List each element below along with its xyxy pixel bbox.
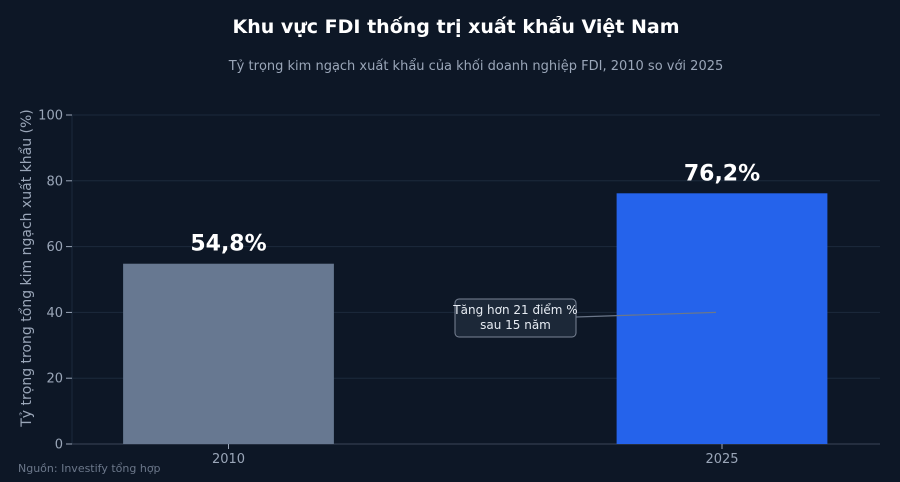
annotation-box	[454, 298, 577, 338]
y-tick-label: 80	[46, 174, 63, 189]
y-tick-label: 20	[46, 372, 63, 387]
data-label-2010: 54,8%	[190, 232, 266, 257]
y-tick-label: 60	[46, 240, 63, 255]
y-tick-label: 0	[55, 438, 63, 453]
source-note: Nguồn: Investify tổng hợp	[18, 462, 161, 475]
x-tick-label: 2010	[212, 452, 245, 467]
annotation-arrow	[575, 311, 717, 318]
chart-title: Khu vực FDI thống trị xuất khẩu Việt Nam	[232, 15, 679, 38]
bar-2010	[123, 263, 334, 444]
bars	[123, 193, 828, 444]
x-tick-label: 2025	[705, 452, 738, 467]
y-axis-ticks: 0 20 40 60 80 100	[38, 109, 72, 453]
annotation-line-2: sau 15 năm	[480, 318, 551, 332]
data-label-2025: 76,2%	[684, 161, 760, 186]
bar-2025	[616, 193, 828, 444]
y-tick-label: 100	[38, 109, 63, 124]
data-labels: 54,8% 76,2%	[190, 161, 760, 256]
annotation: Tăng hơn 21 điểm % sau 15 năm	[452, 298, 717, 338]
x-axis-ticks: 2010 2025	[212, 444, 739, 467]
chart-subtitle: Tỷ trọng kim ngạch xuất khẩu của khối do…	[228, 59, 724, 74]
annotation-line-1: Tăng hơn 21 điểm %	[452, 303, 577, 317]
y-tick-label: 40	[46, 306, 63, 321]
y-axis-title: Tỷ trọng trong tổng kim ngạch xuất khẩu …	[18, 109, 35, 428]
